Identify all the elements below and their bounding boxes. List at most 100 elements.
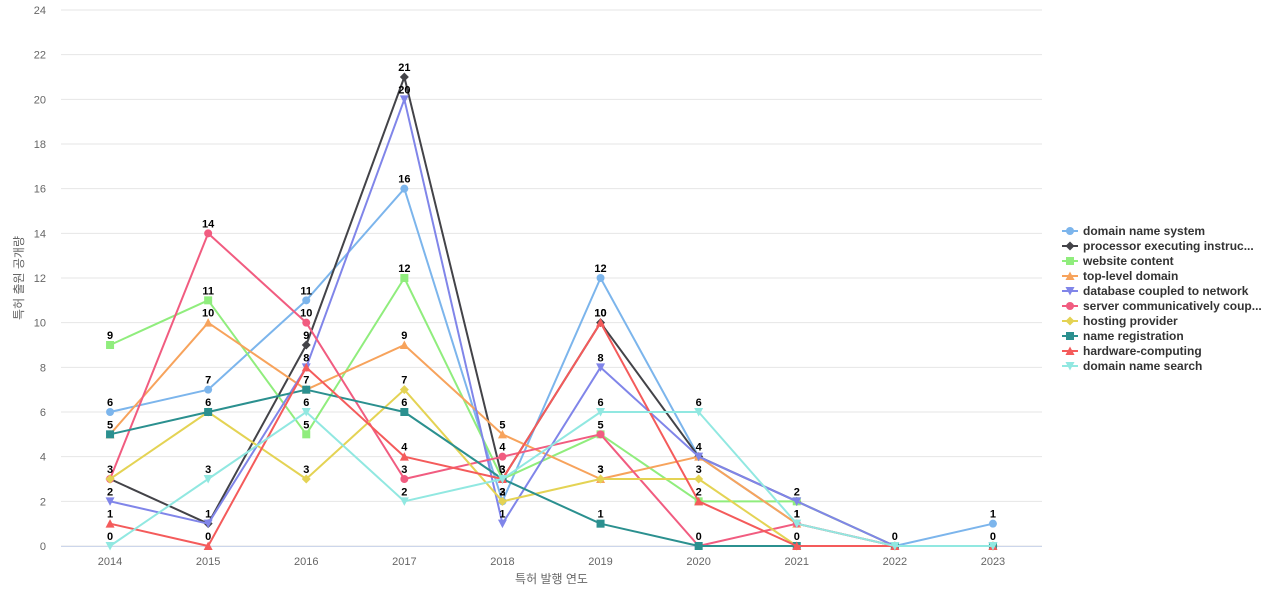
data-label: 0 [696, 531, 702, 543]
series-line[interactable] [109, 321, 993, 547]
legend-item[interactable]: top-level domain [1062, 269, 1178, 283]
data-point[interactable] [204, 229, 213, 238]
legend-item[interactable]: database coupled to network [1062, 284, 1249, 298]
data-point[interactable] [596, 408, 606, 417]
data-label: 3 [205, 464, 211, 476]
data-point[interactable] [106, 430, 115, 439]
legend-item[interactable]: name registration [1062, 329, 1184, 343]
data-point[interactable] [105, 542, 115, 551]
data-label: 7 [401, 375, 407, 387]
legend-item[interactable]: hosting provider [1062, 314, 1178, 328]
data-point[interactable] [302, 385, 311, 394]
legend-marker[interactable] [1066, 332, 1074, 340]
legend-marker[interactable] [1066, 227, 1074, 235]
legend-marker[interactable] [1065, 271, 1075, 281]
series-10 [105, 408, 998, 551]
legend-item[interactable]: processor executing instruc... [1062, 239, 1254, 253]
data-label: 4 [401, 442, 408, 454]
data-point[interactable] [400, 184, 409, 193]
data-label: 0 [205, 531, 211, 543]
data-point[interactable] [596, 430, 605, 439]
data-point[interactable] [302, 318, 311, 327]
data-point[interactable] [497, 429, 507, 439]
data-label: 7 [303, 375, 309, 387]
data-point[interactable] [302, 430, 311, 439]
data-label: 9 [107, 330, 113, 342]
legend-marker[interactable] [1065, 362, 1075, 371]
data-point[interactable] [694, 542, 703, 550]
data-label: 6 [107, 397, 113, 409]
legend-marker[interactable] [1065, 241, 1075, 251]
legend-item[interactable]: server communicatively coup... [1062, 299, 1262, 313]
data-point[interactable] [105, 519, 115, 528]
data-point[interactable] [203, 519, 213, 529]
data-point[interactable] [204, 296, 213, 305]
data-point[interactable] [399, 497, 409, 506]
data-point[interactable] [694, 474, 704, 484]
data-point[interactable] [203, 318, 213, 327]
data-point[interactable] [400, 475, 409, 483]
legend-item[interactable]: website content [1062, 254, 1174, 268]
data-point[interactable] [203, 475, 213, 484]
legend-marker[interactable] [1066, 302, 1074, 310]
data-point[interactable] [988, 519, 997, 528]
series-line[interactable] [109, 76, 993, 547]
data-point[interactable] [399, 385, 409, 395]
legend-marker[interactable] [1065, 346, 1075, 356]
data-label: 1 [107, 509, 113, 521]
data-point[interactable] [204, 408, 213, 416]
data-point[interactable] [105, 497, 115, 506]
legend-item[interactable]: domain name search [1062, 359, 1202, 373]
data-point[interactable] [301, 362, 311, 372]
data-point[interactable] [596, 274, 605, 282]
data-point[interactable] [302, 296, 311, 305]
legend-item[interactable]: domain name system [1062, 224, 1205, 238]
data-point[interactable] [498, 452, 507, 461]
data-point[interactable] [694, 408, 704, 417]
series-line[interactable] [109, 411, 993, 547]
data-point[interactable] [596, 474, 606, 484]
data-point[interactable] [301, 408, 311, 417]
data-label: 3 [499, 464, 505, 476]
data-point[interactable] [792, 519, 802, 529]
data-point[interactable] [890, 542, 900, 551]
data-point[interactable] [497, 519, 507, 529]
data-point[interactable] [106, 341, 115, 349]
data-point[interactable] [596, 519, 605, 528]
data-point[interactable] [301, 340, 311, 350]
data-point[interactable] [694, 496, 704, 506]
data-point[interactable] [497, 496, 507, 506]
legend-marker[interactable] [1066, 257, 1074, 265]
data-point[interactable] [203, 541, 213, 551]
data-label: 0 [990, 531, 996, 543]
legend-marker[interactable] [1065, 316, 1075, 326]
data-label: 11 [202, 285, 214, 297]
data-point[interactable] [204, 385, 213, 394]
data-point[interactable] [399, 452, 409, 461]
data-point[interactable] [106, 408, 115, 416]
data-point[interactable] [596, 363, 606, 372]
data-point[interactable] [792, 541, 802, 551]
data-point[interactable] [400, 274, 409, 282]
data-label: 3 [499, 464, 505, 476]
data-point[interactable] [792, 497, 802, 506]
legend-label: processor executing instruc... [1083, 239, 1254, 253]
data-point[interactable] [301, 474, 311, 484]
data-point[interactable] [497, 475, 507, 484]
data-point[interactable] [988, 542, 998, 551]
data-point[interactable] [399, 95, 409, 104]
data-label: 10 [594, 308, 606, 320]
data-label: 3 [499, 486, 505, 498]
data-point[interactable] [399, 72, 409, 82]
data-point[interactable] [596, 318, 606, 327]
data-label: 3 [597, 464, 603, 476]
data-point[interactable] [105, 474, 115, 484]
data-point[interactable] [694, 452, 704, 462]
data-label: 14 [202, 218, 215, 230]
legend-marker[interactable] [1065, 287, 1075, 296]
data-point[interactable] [400, 408, 409, 416]
legend-item[interactable]: hardware-computing [1062, 344, 1202, 358]
data-point[interactable] [399, 340, 409, 350]
